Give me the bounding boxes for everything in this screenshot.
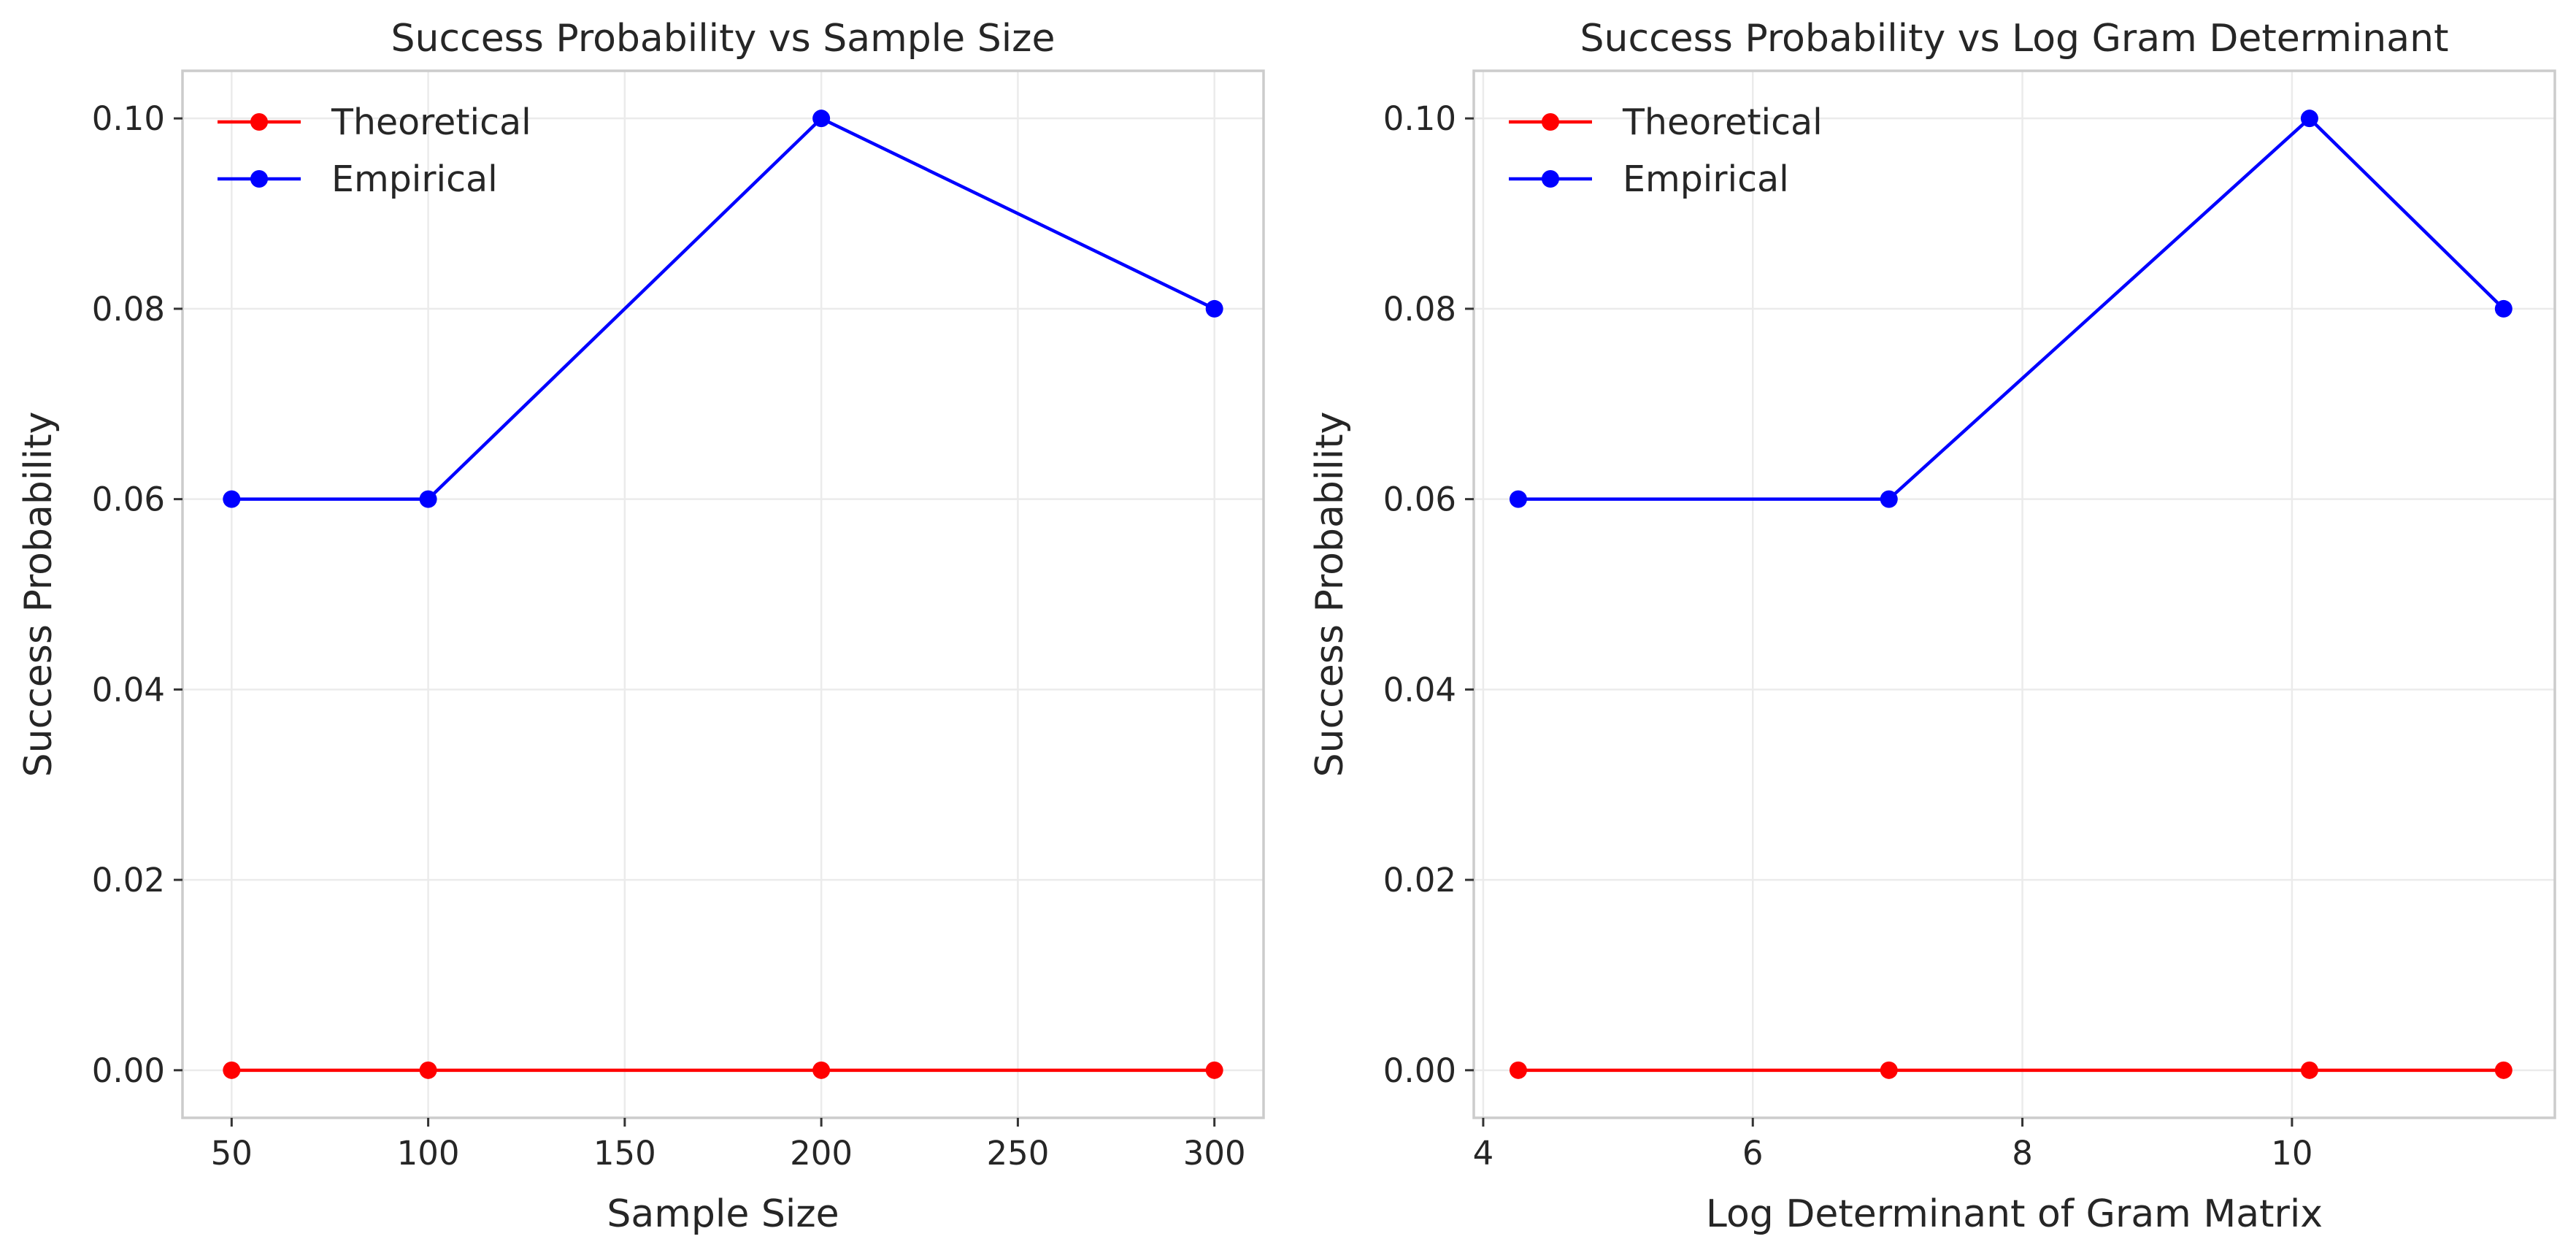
x-axis-label: Log Determinant of Gram Matrix bbox=[1706, 1192, 2323, 1236]
data-point-empirical bbox=[2494, 299, 2512, 318]
plot-frame bbox=[1472, 69, 2556, 1119]
x-tick-label: 50 bbox=[211, 1134, 253, 1173]
data-point-theoretical bbox=[1880, 1061, 1898, 1079]
legend-label-theoretical: Theoretical bbox=[1622, 101, 1823, 143]
y-axis-label: Success Probability bbox=[17, 412, 61, 778]
legend-label-empirical: Empirical bbox=[1623, 158, 1789, 200]
x-tick-label: 6 bbox=[1742, 1134, 1764, 1173]
y-tick-label: 0.06 bbox=[1383, 480, 1456, 519]
y-tick-label: 0.00 bbox=[1383, 1051, 1456, 1090]
data-point-theoretical bbox=[2494, 1061, 2512, 1079]
chart-title: Success Probability vs Sample Size bbox=[391, 17, 1056, 61]
x-tick-label: 10 bbox=[2271, 1134, 2312, 1173]
series-line-empirical bbox=[1518, 116, 2505, 501]
legend-marker-theoretical bbox=[250, 113, 268, 131]
legend-label-empirical: Empirical bbox=[331, 158, 498, 200]
x-tick-label: 100 bbox=[397, 1134, 460, 1173]
legend-label-theoretical: Theoretical bbox=[331, 101, 531, 143]
series-line-empirical bbox=[231, 116, 1215, 501]
data-point-theoretical bbox=[419, 1061, 437, 1079]
plot-frame bbox=[181, 69, 1265, 1119]
x-tick-label: 250 bbox=[986, 1134, 1049, 1173]
data-point-theoretical bbox=[1205, 1061, 1223, 1079]
y-tick-label: 0.02 bbox=[92, 861, 165, 900]
data-point-empirical bbox=[1509, 490, 1527, 508]
x-tick-label: 150 bbox=[593, 1134, 656, 1173]
data-point-theoretical bbox=[1509, 1061, 1527, 1079]
y-tick-label: 0.06 bbox=[92, 480, 165, 519]
data-point-theoretical bbox=[2300, 1061, 2318, 1079]
x-tick-label: 200 bbox=[790, 1134, 853, 1173]
x-tick-label: 4 bbox=[1473, 1134, 1494, 1173]
data-point-theoretical bbox=[223, 1061, 241, 1079]
data-point-empirical bbox=[419, 490, 437, 508]
y-tick-label: 0.10 bbox=[92, 99, 165, 138]
x-tick-label: 300 bbox=[1183, 1134, 1246, 1173]
y-tick-label: 0.10 bbox=[1383, 99, 1456, 138]
data-point-empirical bbox=[812, 110, 831, 128]
x-axis-label: Sample Size bbox=[607, 1192, 839, 1236]
y-tick-label: 0.08 bbox=[1383, 290, 1456, 329]
data-point-theoretical bbox=[812, 1061, 831, 1079]
legend-marker-theoretical bbox=[1542, 113, 1559, 131]
data-point-empirical bbox=[223, 490, 241, 508]
chart-panel-2: 4 6 8 10 0.00 0.02 0.04 0.06 0.08 0.10 Success Pro… bbox=[1308, 17, 2556, 1236]
x-tick-label: 8 bbox=[2012, 1134, 2033, 1173]
y-tick-label: 0.04 bbox=[1383, 670, 1456, 709]
data-point-empirical bbox=[1880, 490, 1898, 508]
y-tick-label: 0.02 bbox=[1383, 861, 1456, 900]
y-tick-label: 0.00 bbox=[92, 1051, 165, 1090]
data-point-empirical bbox=[2300, 110, 2318, 128]
chart-panel-1: 50 100 150 200 250 300 0.00 0.02 0.04 0.06 0.08 0.1… bbox=[17, 17, 1265, 1236]
legend-marker-empirical bbox=[250, 170, 268, 188]
chart-title: Success Probability vs Log Gram Determin… bbox=[1580, 17, 2449, 61]
y-axis-label: Success Probability bbox=[1308, 412, 1352, 778]
data-point-empirical bbox=[1205, 299, 1223, 318]
y-tick-label: 0.08 bbox=[92, 290, 165, 329]
y-tick-label: 0.04 bbox=[92, 670, 165, 709]
legend-marker-empirical bbox=[1542, 170, 1559, 188]
